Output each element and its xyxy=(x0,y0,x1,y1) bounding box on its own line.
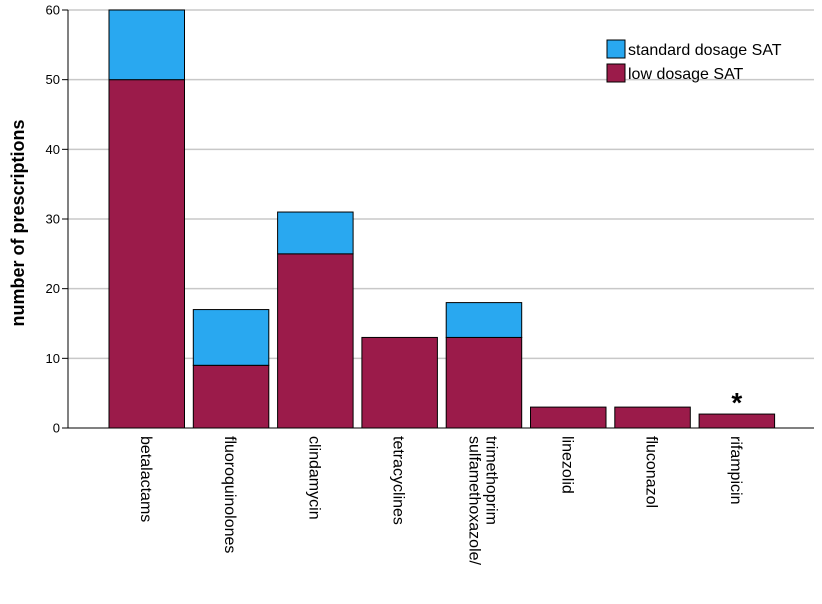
y-tick-label: 10 xyxy=(46,351,60,366)
bar-low-dosage xyxy=(192,364,270,429)
bar-low-dosage xyxy=(530,406,607,429)
bar-layer xyxy=(108,9,776,429)
bar-low-dosage xyxy=(108,79,185,429)
x-category-label: fluoroquinolones xyxy=(221,436,238,553)
bar-low-dosage xyxy=(614,406,691,429)
annotation-asterisk: * xyxy=(731,387,742,418)
x-category-label: linezolid xyxy=(558,436,575,494)
bar-low-dosage xyxy=(445,336,523,429)
bar-standard-dosage xyxy=(192,309,270,366)
legend: standard dosage SAT low dosage SAT xyxy=(606,39,782,83)
bar-low-dosage xyxy=(698,413,776,429)
y-tick-label: 0 xyxy=(53,421,60,436)
legend-swatch xyxy=(606,39,626,59)
y-axis-title: number of prescriptions xyxy=(8,119,28,326)
y-tick-label: 40 xyxy=(46,142,60,157)
y-tick-label: 50 xyxy=(46,72,60,87)
x-category-label: trimethoprim xyxy=(482,436,499,525)
grid-layer xyxy=(68,9,814,360)
bar-standard-dosage xyxy=(108,9,185,81)
y-tick-label: 30 xyxy=(46,212,60,227)
x-category-label: rifampicin xyxy=(727,436,744,504)
bar-standard-dosage xyxy=(277,211,354,255)
legend-label: low dosage SAT xyxy=(628,66,744,83)
bar-standard-dosage xyxy=(445,302,523,338)
legend-label: standard dosage SAT xyxy=(628,42,782,59)
x-category-label: fluconazol xyxy=(643,436,660,508)
x-category-label: tetracyclines xyxy=(390,436,407,525)
x-category-label: betalactams xyxy=(137,436,154,522)
y-tick-label: 60 xyxy=(46,3,60,18)
x-category-label: sulfamethoxazole/ xyxy=(465,436,482,566)
bar-low-dosage xyxy=(361,336,438,429)
y-tick-label: 20 xyxy=(46,281,60,296)
bar-low-dosage xyxy=(277,253,354,429)
legend-swatch xyxy=(606,63,626,83)
x-category-label: clindamycin xyxy=(305,436,322,520)
label-layer: 0 10 20 30 40 50 60 number of prescriptions beta… xyxy=(8,3,744,566)
